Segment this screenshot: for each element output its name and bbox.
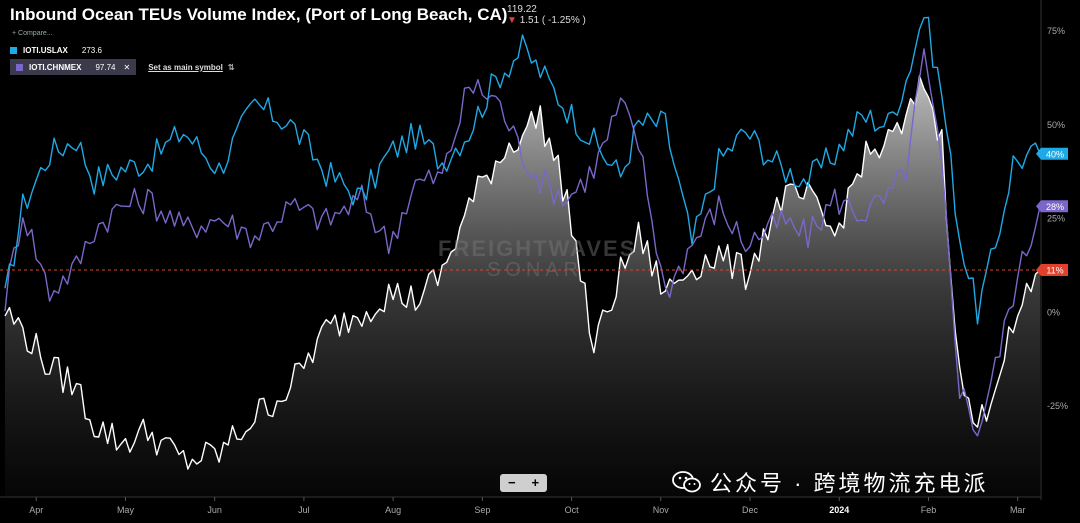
down-arrow-icon: ▼	[507, 15, 517, 26]
brand-watermark: 公众号 · 跨境物流充电派	[672, 466, 989, 498]
series-symbol: IOTI.CHNMEX	[29, 62, 82, 72]
change-value: 1.51 ( -1.25% )	[519, 15, 586, 26]
x-axis: Apr May Jun Jul Aug Sep Oct Nov Dec 2024 Feb Mar	[0, 496, 1041, 515]
legend-item-chnmex[interactable]: IOTI.CHNMEX 97.74 ✕ Set as main symbol ⇅	[10, 59, 235, 75]
series-line	[4, 48, 1041, 437]
y-tick-label: -25%	[1047, 401, 1068, 411]
series-end-label: 11%	[1036, 264, 1068, 276]
watermark-sonar: SONAR	[487, 259, 584, 281]
quote-readout: 119.22 ▼ 1.51 ( -1.25% )	[507, 4, 586, 26]
series-value: 273.6	[81, 45, 102, 55]
x-tick-label: Feb	[921, 505, 937, 515]
svg-text:40%: 40%	[1046, 149, 1064, 159]
svg-text:28%: 28%	[1046, 202, 1064, 212]
zoom-in-button[interactable]: +	[531, 475, 540, 490]
series-area	[5, 75, 1040, 498]
series-end-label: 40%	[1036, 147, 1068, 160]
watermark-freightwaves: FREIGHTWAVES	[438, 236, 637, 261]
zoom-control: − +	[500, 474, 547, 492]
svg-text:11%: 11%	[1046, 266, 1063, 276]
x-tick-label: Aug	[385, 505, 401, 515]
line-layer	[4, 16, 1041, 470]
series-swatch	[16, 63, 23, 71]
last-value: 119.22	[507, 4, 537, 15]
area-layer	[5, 75, 1040, 498]
y-axis: 75% 50% 25% 0% -25%	[1040, 0, 1068, 500]
x-tick-label: May	[117, 505, 135, 515]
swap-icon[interactable]: ⇅	[227, 62, 235, 72]
series-value: 97.74	[95, 62, 116, 72]
page-title: Inbound Ocean TEUs Volume Index, (Port o…	[10, 5, 508, 24]
y-tick-label: 25%	[1047, 214, 1065, 224]
legend-chip[interactable]: IOTI.CHNMEX 97.74 ✕	[10, 59, 137, 75]
end-labels: 11% 28% 40%	[1036, 147, 1068, 276]
series-symbol: IOTI.USLAX	[23, 45, 68, 55]
x-tick-label: Jun	[207, 505, 222, 515]
x-tick-label: Nov	[653, 505, 670, 515]
x-tick-label: Jul	[298, 505, 310, 515]
compare-button[interactable]: + Compare...	[12, 30, 53, 37]
series-line	[4, 16, 1041, 325]
wechat-icon	[672, 471, 701, 493]
series-line	[4, 75, 1041, 470]
x-tick-label: Oct	[565, 505, 580, 515]
y-tick-label: 0%	[1047, 307, 1060, 317]
zoom-out-button[interactable]: −	[507, 475, 516, 490]
legend-item-uslax[interactable]: IOTI.USLAX 273.6	[10, 42, 102, 58]
y-tick-label: 75%	[1047, 26, 1065, 36]
x-tick-label: Sep	[474, 505, 490, 515]
set-main-symbol-link[interactable]: Set as main symbol	[148, 62, 223, 72]
brand-text: 公众号 · 跨境物流充电派	[710, 471, 989, 496]
x-tick-label: 2024	[829, 505, 849, 515]
x-tick-label: Mar	[1010, 505, 1026, 515]
close-icon[interactable]: ✕	[123, 62, 131, 72]
y-tick-label: 50%	[1047, 120, 1065, 130]
x-tick-label: Apr	[29, 505, 43, 515]
series-end-label: 28%	[1036, 200, 1068, 213]
series-swatch	[10, 46, 17, 54]
x-tick-label: Dec	[742, 505, 759, 515]
